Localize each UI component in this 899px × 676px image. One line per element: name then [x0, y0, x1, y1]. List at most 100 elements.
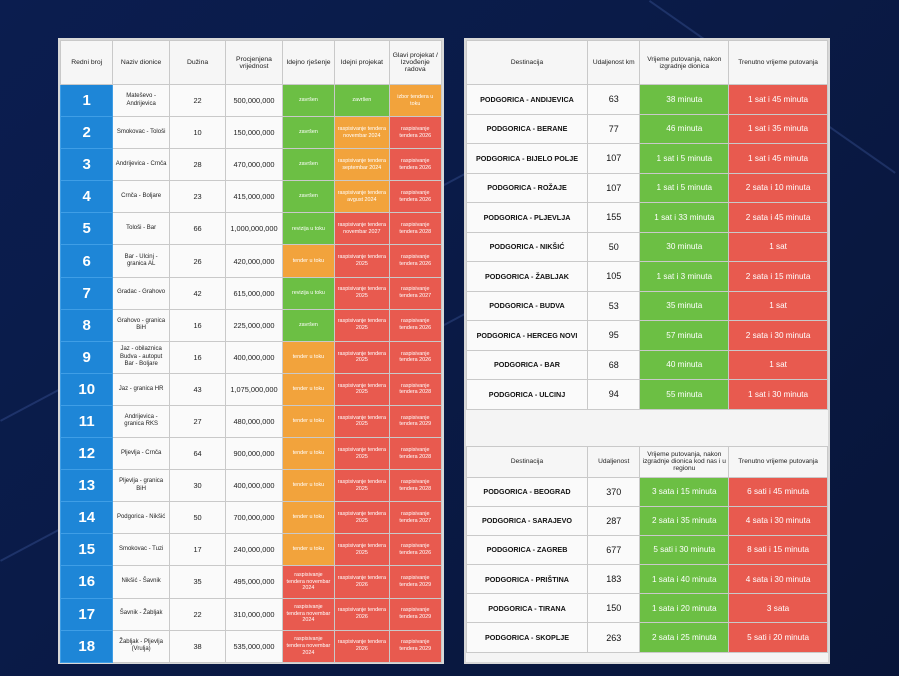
column-header: Procjenjena vrijednost [225, 40, 283, 85]
distance: 370 [586, 476, 641, 507]
section-length: 23 [168, 180, 227, 214]
destination: PODGORICA - BUDVA [466, 290, 588, 321]
main-project-status: raspisivanje tendera 2028 [388, 212, 443, 246]
table-row: 6 Bar - Ulcinj - granica AL 26 420,000,000 t… [59, 244, 443, 278]
destination: PODGORICA - PLJEVLJA [466, 202, 588, 233]
distance: 155 [586, 202, 641, 233]
section-name: Smokovac - Tuzi [112, 533, 170, 567]
column-header: Naziv dionice [112, 40, 170, 85]
row-number: 3 [59, 148, 114, 182]
distance: 50 [586, 231, 641, 262]
section-length: 10 [168, 116, 227, 150]
table-row: 17 Šavnik - Žabljak 22 310,000,000 raspisiva… [59, 597, 443, 631]
row-number: 17 [59, 597, 114, 631]
table-row: PODGORICA - ULCINJ 94 55 minuta 1 sat i 30 … [466, 379, 828, 410]
column-header: Destinacija [466, 445, 588, 478]
section-value: 310,000,000 [225, 597, 283, 631]
table-row: 1 Mateševo - Andrijevica 22 500,000,000 zavr… [59, 83, 443, 118]
column-header: Idejni projekat [334, 40, 390, 85]
table-row: PODGORICA - NIKŠIĆ 50 30 minuta 1 sat [466, 231, 828, 262]
preliminary-status: raspisivanje tendera 2025 [334, 501, 390, 535]
concept-status: tender u toku [281, 372, 336, 406]
row-number: 5 [59, 212, 114, 246]
table-row: PODGORICA - HERCEG NOVI 95 57 minuta 2 sata… [466, 320, 828, 351]
sections-body: 1 Mateševo - Andrijevica 22 500,000,000 zavr… [59, 83, 443, 663]
section-value: 400,000,000 [225, 469, 283, 503]
section-value: 150,000,000 [225, 116, 283, 150]
section-name: Podgorica - Nikšić [112, 501, 170, 535]
concept-status: tender u toku [281, 244, 336, 278]
table-row: PODGORICA - PLJEVLJA 155 1 sat i 33 minuta… [466, 202, 828, 233]
column-header: Vrijeme putovanja, nakon izgradnje dioni… [639, 445, 730, 478]
destination: PODGORICA - PRIŠTINA [466, 564, 588, 595]
table-row: PODGORICA - ZAGREB 677 5 sati i 30 minuta 8… [466, 534, 828, 566]
distance: 183 [586, 564, 641, 595]
destination: PODGORICA - HERCEG NOVI [466, 320, 588, 351]
preliminary-status: raspisivanje tendera 2025 [334, 533, 390, 567]
main-project-status: raspisivanje tendera 2026 [388, 116, 443, 150]
concept-status: revizija u toku [281, 276, 336, 310]
preliminary-status: raspisivanje tendera novembar 2027 [334, 212, 390, 246]
distance: 107 [586, 143, 641, 174]
section-length: 66 [168, 212, 227, 246]
row-number: 8 [59, 308, 114, 342]
section-value: 615,000,000 [225, 276, 283, 310]
row-number: 9 [59, 340, 114, 374]
preliminary-status: raspisivanje tendera 2025 [334, 469, 390, 503]
section-value: 240,000,000 [225, 533, 283, 567]
section-name: Bar - Ulcinj - granica AL [112, 244, 170, 278]
destination: PODGORICA - ANDIJEVICA [466, 84, 588, 115]
table-row: 8 Grahovo - granica BiH 16 225,000,000 završ… [59, 308, 443, 342]
column-header: Udaljenost [586, 445, 641, 478]
concept-status: raspisivanje tendera novembar 2024 [281, 629, 336, 663]
regional-travel-table: Destinacija Udaljenost Vrijeme putovanja, … [466, 445, 828, 653]
distance: 95 [586, 320, 641, 351]
row-number: 4 [59, 180, 114, 214]
regional-header-row: Destinacija Udaljenost Vrijeme putovanja, … [466, 445, 828, 478]
section-value: 225,000,000 [225, 308, 283, 342]
section-value: 470,000,000 [225, 148, 283, 182]
travel-time-current: 2 sata i 45 minuta [728, 202, 828, 233]
concept-status: tender u toku [281, 501, 336, 535]
column-header: Vrijeme putovanja, nakon izgradnje dioni… [639, 40, 730, 85]
destination: PODGORICA - TIRANA [466, 593, 588, 624]
section-length: 43 [168, 372, 227, 406]
table-row: PODGORICA - BAR 68 40 minuta 1 sat [466, 349, 828, 380]
travel-time-after: 30 minuta [639, 231, 730, 262]
section-name: Crnča - Boljare [112, 180, 170, 214]
section-name: Jaz - obilaznica Budva - autoput Bar - B… [112, 340, 170, 374]
travel-time-current: 2 sata i 30 minuta [728, 320, 828, 351]
table-row: PODGORICA - BEOGRAD 370 3 sata i 15 minuta… [466, 476, 828, 507]
distance: 53 [586, 290, 641, 321]
section-value: 1,000,000,000 [225, 212, 283, 246]
section-length: 22 [168, 83, 227, 118]
table-row: 18 Žabljak - Pljevlja (Vrulja) 38 535,000,0… [59, 629, 443, 663]
travel-time-current: 4 sata i 30 minuta [728, 505, 828, 536]
table-row: PODGORICA - ANDIJEVICA 63 38 minuta 1 sat i… [466, 84, 828, 115]
destination: PODGORICA - BIJELO POLJE [466, 143, 588, 174]
table-row: 16 Nikšić - Šavnik 35 495,000,000 raspisivan… [59, 565, 443, 599]
section-value: 415,000,000 [225, 180, 283, 214]
preliminary-status: raspisivanje tendera 2025 [334, 372, 390, 406]
concept-status: tender u toku [281, 404, 336, 439]
travel-time-current: 1 sat [728, 231, 828, 262]
table-row: 11 Andrijevica - granica RKS 27 480,000,000… [59, 404, 443, 439]
table-row: 3 Andrijevica - Crnča 28 470,000,000 završen… [59, 148, 443, 182]
section-value: 400,000,000 [225, 340, 283, 374]
table-separator [466, 409, 828, 446]
travel-time-current: 2 sata i 15 minuta [728, 261, 828, 292]
preliminary-status: raspisivanje tendera 2025 [334, 340, 390, 374]
main-project-status: izbor tendera u toku [388, 83, 443, 118]
destination: PODGORICA - BAR [466, 349, 588, 380]
preliminary-status: raspisivanje tendera 2026 [334, 565, 390, 599]
row-number: 1 [59, 83, 114, 118]
preliminary-status: raspisivanje tendera avgust 2024 [334, 180, 390, 214]
section-value: 480,000,000 [225, 404, 283, 439]
section-value: 495,000,000 [225, 565, 283, 599]
table-row: PODGORICA - SARAJEVO 287 2 sata i 35 minut… [466, 505, 828, 536]
travel-time-after: 1 sata i 40 minuta [639, 564, 730, 595]
travel-time-after: 5 sati i 30 minuta [639, 534, 730, 566]
travel-time-after: 1 sata i 20 minuta [639, 593, 730, 624]
row-number: 7 [59, 276, 114, 310]
table-row: 13 Pljevlja - granica BiH 30 400,000,000 ten… [59, 469, 443, 503]
